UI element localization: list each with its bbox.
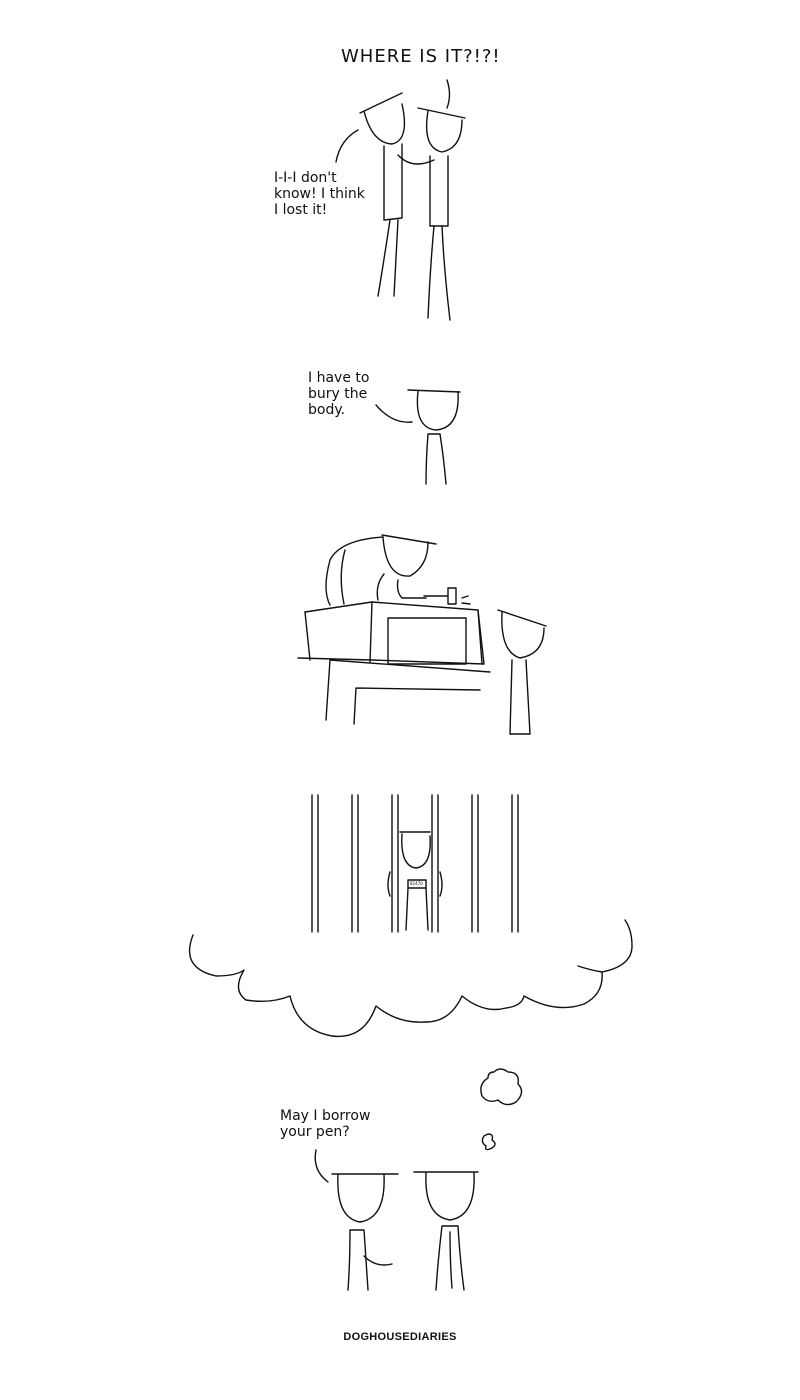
site-credit: DOGHOUSEDIARIES — [343, 1331, 457, 1343]
speech-tail — [335, 129, 359, 163]
shout-text: WHERE IS IT?!?! — [341, 46, 501, 67]
speech-tail — [446, 79, 451, 109]
panel-1-interrogation — [335, 79, 466, 321]
speech-tail — [314, 1149, 329, 1183]
bury-body-text: I have to bury the body. — [308, 370, 370, 418]
panel-5-pen-request — [314, 1068, 523, 1291]
stick-figure-right — [397, 107, 466, 321]
panel-2-figure — [375, 389, 461, 485]
inmate-number-text: 82470 — [410, 881, 423, 886]
speech-tail — [375, 404, 413, 423]
panel-4-prison-thought-bubble — [188, 794, 633, 1038]
panel-3-courtroom — [297, 534, 547, 735]
borrow-pen-text: May I borrow your pen? — [280, 1108, 371, 1140]
inmate-number-tag — [407, 879, 427, 889]
reply-text: I-I-I don't know! I think I lost it! — [274, 170, 365, 218]
stick-figure-left — [359, 92, 406, 297]
